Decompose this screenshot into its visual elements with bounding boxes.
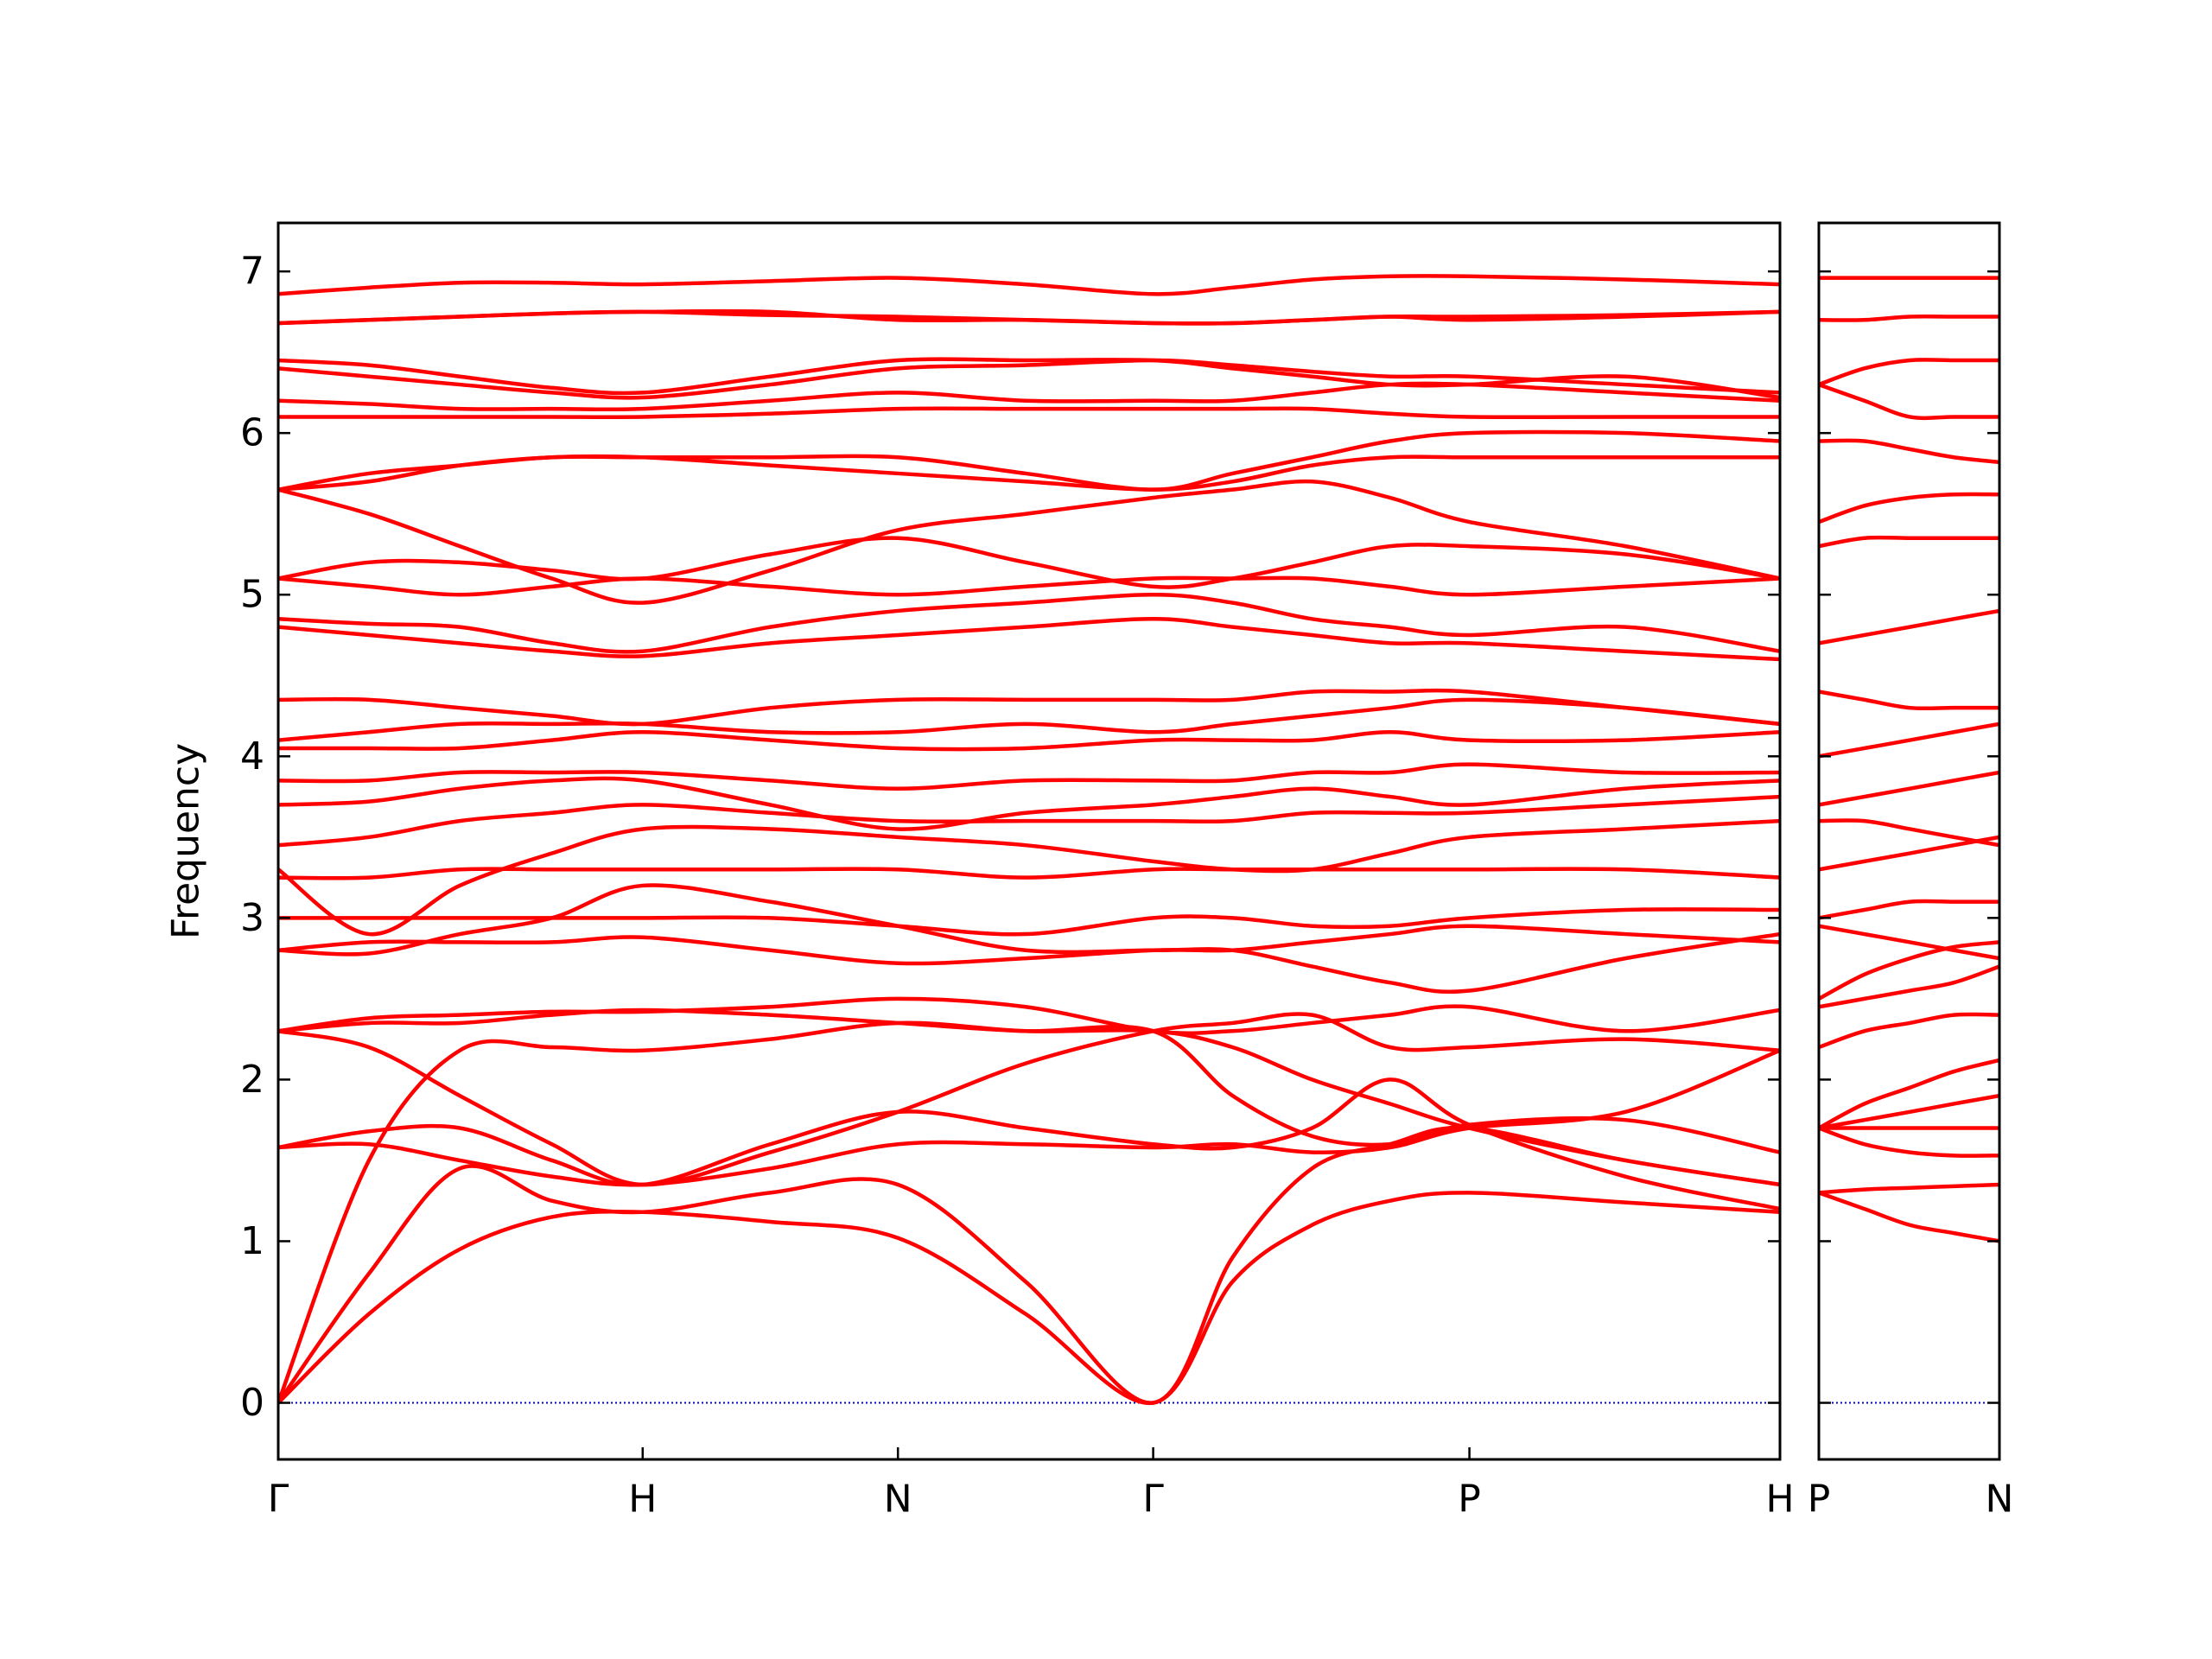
band-line [1819, 964, 1999, 1009]
x-tick-label: P [1458, 1478, 1481, 1522]
band-line [278, 479, 1780, 605]
band-line [1819, 382, 1999, 421]
band-line [278, 907, 1780, 937]
band-line [278, 406, 1780, 419]
band-line [278, 1007, 1780, 1187]
x-tick-label: N [884, 1478, 912, 1522]
y-tick-label: 6 [240, 411, 264, 455]
x-tick-label: Γ [1142, 1478, 1164, 1522]
band-line [1819, 721, 1999, 759]
band-line [278, 357, 1780, 400]
band-line [1819, 818, 1999, 848]
band-line [278, 996, 1780, 1036]
band-line [1819, 690, 1999, 711]
x-tick-label: H [1765, 1478, 1794, 1522]
band-line [278, 592, 1780, 654]
band-line [278, 358, 1780, 400]
band-line [1819, 438, 1999, 465]
band-line [1819, 1126, 1999, 1158]
band-line [278, 1012, 1780, 1187]
band-line [278, 308, 1780, 326]
band-line [278, 274, 1780, 296]
band-line [1819, 535, 1999, 549]
band-line [1819, 835, 1999, 872]
y-tick-label: 2 [240, 1058, 264, 1102]
band-line [278, 536, 1780, 589]
x-tick-label: H [628, 1478, 657, 1522]
band-line [278, 818, 1780, 937]
y-tick-label: 5 [240, 573, 264, 617]
band-line [1819, 608, 1999, 645]
band-line [278, 617, 1780, 662]
band-line [278, 1191, 1780, 1405]
band-line [1819, 358, 1999, 387]
y-tick-label: 7 [240, 250, 264, 294]
band-line [1819, 1093, 1999, 1130]
plot-frame [1817, 221, 2001, 1461]
band-line [1819, 770, 1999, 807]
band-line [278, 429, 1780, 492]
band-line [278, 688, 1780, 727]
band-line [278, 924, 1780, 966]
band-line [1819, 899, 1999, 920]
band-line [1819, 1182, 1999, 1195]
band-line [1819, 1012, 1999, 1050]
band-line [1819, 314, 1999, 322]
y-tick-label: 1 [240, 1219, 264, 1263]
band-line [278, 575, 1780, 597]
band-line [278, 794, 1780, 848]
band-line [1819, 1191, 1999, 1243]
x-tick-label: Γ [268, 1478, 289, 1522]
plot-frame [276, 221, 1782, 1461]
band-line [278, 729, 1780, 752]
x-tick-label: N [1986, 1478, 2014, 1522]
band-line [1819, 1058, 1999, 1130]
x-tick-label: P [1808, 1478, 1831, 1522]
band-line [278, 762, 1780, 791]
band-line [1819, 940, 1999, 1001]
y-tick-label: 0 [240, 1381, 264, 1425]
band-line [278, 883, 1780, 995]
band-line [278, 697, 1780, 742]
band-line [1819, 492, 1999, 524]
band-line [278, 1077, 1780, 1211]
y-axis-label: Frequency [164, 743, 208, 939]
band-line [1819, 924, 1999, 961]
y-tick-label: 4 [240, 734, 264, 779]
y-tick-label: 3 [240, 896, 264, 940]
band-line [278, 776, 1780, 831]
